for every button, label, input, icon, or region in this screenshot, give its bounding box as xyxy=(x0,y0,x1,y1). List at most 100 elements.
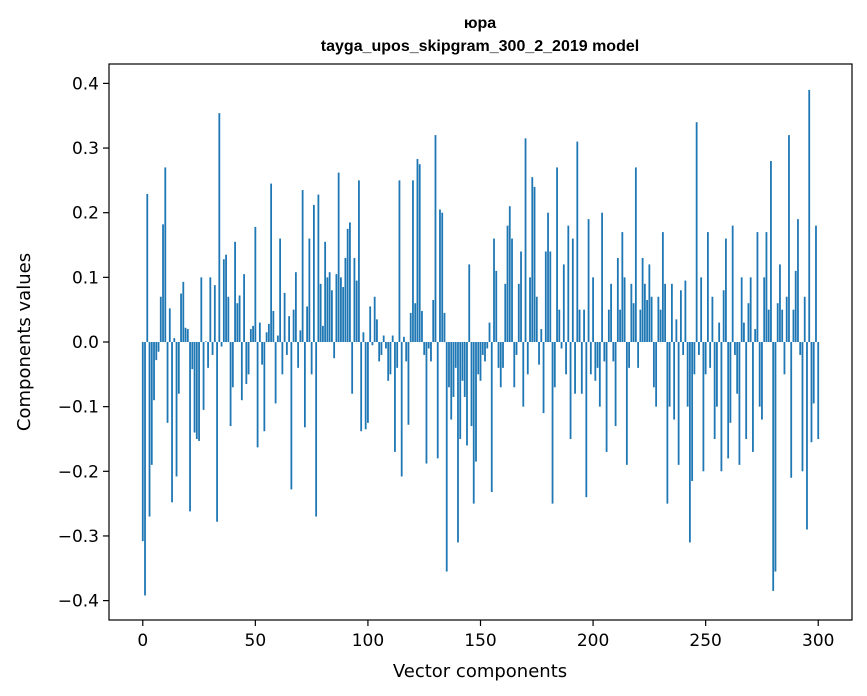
bar-291 xyxy=(797,219,799,342)
bar-138 xyxy=(452,342,455,397)
bar-207 xyxy=(607,309,610,342)
bar-151 xyxy=(481,342,484,355)
bar-281 xyxy=(774,342,777,572)
bar-154 xyxy=(488,322,491,342)
bar-10 xyxy=(164,167,167,342)
bar-4 xyxy=(150,342,153,465)
bar-266 xyxy=(740,277,743,342)
bar-54 xyxy=(263,342,266,432)
bar-18 xyxy=(182,281,185,342)
bar-208 xyxy=(610,283,612,342)
bar-223 xyxy=(643,283,646,342)
bar-71 xyxy=(301,190,304,342)
bar-244 xyxy=(691,342,694,481)
bar-142 xyxy=(461,342,464,381)
bar-157 xyxy=(495,270,498,342)
bar-257 xyxy=(720,342,723,472)
bar-106 xyxy=(380,342,383,355)
bar-149 xyxy=(477,342,480,375)
bar-19 xyxy=(184,327,187,342)
bar-123 xyxy=(418,164,421,342)
bar-180 xyxy=(547,212,549,342)
x-axis: 0 50 100 150 200 250 300 xyxy=(137,620,834,651)
bar-270 xyxy=(749,277,752,342)
bar-124 xyxy=(421,310,423,342)
bar-52 xyxy=(258,322,261,342)
bar-161 xyxy=(504,283,507,342)
bar-89 xyxy=(342,287,345,342)
y-tick-label-5: 0.1 xyxy=(72,268,99,288)
bar-183 xyxy=(553,342,556,388)
bar-47 xyxy=(247,342,250,375)
bar-103 xyxy=(373,296,376,342)
bar-2 xyxy=(146,193,149,342)
bar-182 xyxy=(551,342,554,504)
bar-221 xyxy=(639,309,642,342)
bar-293 xyxy=(801,342,804,472)
bar-225 xyxy=(648,264,651,342)
bar-57 xyxy=(270,183,273,342)
bar-107 xyxy=(382,335,385,342)
bar-137 xyxy=(450,342,453,420)
bar-95 xyxy=(355,280,358,342)
chart-title: юра xyxy=(464,15,496,32)
bar-112 xyxy=(394,342,396,452)
bar-253 xyxy=(711,296,714,342)
bar-110 xyxy=(389,342,392,375)
bar-158 xyxy=(497,342,500,368)
x-axis-label: Vector components xyxy=(393,661,567,682)
bar-40 xyxy=(231,342,234,388)
bar-287 xyxy=(788,135,790,342)
bar-13 xyxy=(171,342,173,503)
bar-204 xyxy=(601,212,603,342)
bar-289 xyxy=(792,309,795,342)
bar-33 xyxy=(216,342,218,522)
bar-170 xyxy=(524,138,527,342)
bar-243 xyxy=(688,342,691,543)
y-tick-label-6: 0.2 xyxy=(72,204,99,224)
y-tick-label-0: −0.4 xyxy=(58,592,99,612)
x-tick-label-300: 300 xyxy=(802,631,834,651)
bar-259 xyxy=(725,238,727,342)
bar-251 xyxy=(707,232,709,342)
bar-217 xyxy=(630,283,633,342)
bar-147 xyxy=(472,342,475,504)
bar-177 xyxy=(540,329,543,342)
bar-159 xyxy=(499,342,502,388)
bar-96 xyxy=(358,180,360,342)
bar-276 xyxy=(763,277,766,342)
bar-261 xyxy=(729,342,732,423)
bar-295 xyxy=(806,342,808,530)
bar-6 xyxy=(155,342,158,361)
bar-280 xyxy=(772,342,775,591)
bar-300 xyxy=(817,342,820,439)
bar-209 xyxy=(612,342,615,362)
bar-117 xyxy=(405,342,408,362)
bar-84 xyxy=(331,290,333,342)
bar-197 xyxy=(585,342,588,498)
bar-232 xyxy=(664,283,667,342)
bar-65 xyxy=(288,316,291,342)
bar-37 xyxy=(225,254,227,342)
bar-269 xyxy=(747,303,750,342)
bar-213 xyxy=(621,232,624,342)
bar-74 xyxy=(308,238,311,342)
bar-152 xyxy=(484,342,486,362)
y-tick-label-3: −0.1 xyxy=(58,398,99,418)
bar-273 xyxy=(756,232,759,342)
bar-231 xyxy=(661,232,664,342)
y-tick-label-8: 0.4 xyxy=(72,74,99,94)
bar-48 xyxy=(249,329,252,342)
y-tick-label-4: 0.0 xyxy=(72,333,99,353)
y-axis-label: Components values xyxy=(14,253,35,431)
bar-90 xyxy=(344,257,347,342)
bar-200 xyxy=(592,277,594,342)
bar-42 xyxy=(236,303,239,342)
bar-1 xyxy=(144,342,146,596)
bar-190 xyxy=(569,342,572,439)
bar-202 xyxy=(596,342,599,368)
bar-14 xyxy=(173,338,176,342)
bar-199 xyxy=(589,342,592,375)
bar-206 xyxy=(605,342,608,452)
bar-66 xyxy=(290,342,293,490)
